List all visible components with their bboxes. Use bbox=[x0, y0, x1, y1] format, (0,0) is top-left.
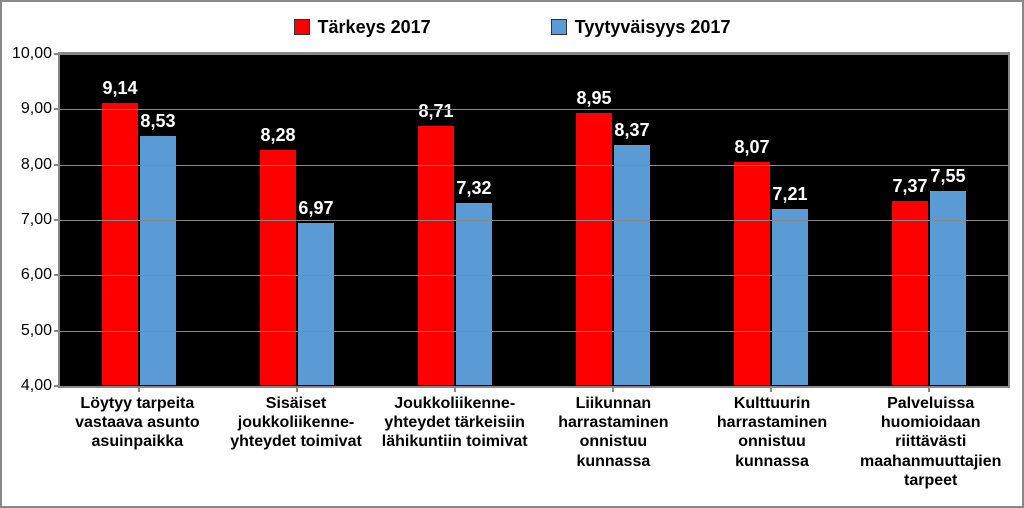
bar-value-label: 8,37 bbox=[614, 120, 649, 141]
category-label: Joukkoliikenne- yhteydet tärkeisiin lähi… bbox=[375, 388, 534, 506]
plot-area: 9,148,538,286,978,717,328,958,378,077,21… bbox=[58, 52, 1010, 388]
legend-item-series-1: Tärkeys 2017 bbox=[294, 17, 431, 38]
bar-value-label: 7,32 bbox=[456, 178, 491, 199]
bar-value-label: 7,55 bbox=[930, 166, 965, 187]
bar-series-2: 8,37 bbox=[613, 144, 651, 386]
bar-series-1: 8,07 bbox=[733, 161, 771, 386]
y-tick-label: 10,00 bbox=[12, 45, 60, 63]
bar-series-2: 7,32 bbox=[455, 202, 493, 386]
y-tick-mark bbox=[54, 330, 60, 332]
y-tick-mark bbox=[54, 219, 60, 221]
gridline bbox=[60, 54, 1008, 55]
y-tick-mark bbox=[54, 53, 60, 55]
y-tick-mark bbox=[54, 164, 60, 166]
category-label: Liikunnan harrastaminen onnistuu kunnass… bbox=[534, 388, 693, 506]
bar-series-1: 8,95 bbox=[575, 112, 613, 386]
bar-value-label: 8,07 bbox=[735, 137, 770, 158]
category-label: Kulttuurin harrastaminen onnistuu kunnas… bbox=[693, 388, 852, 506]
gridline bbox=[60, 220, 1008, 221]
gridline bbox=[60, 109, 1008, 110]
bar-series-1: 9,14 bbox=[101, 102, 139, 386]
gridline bbox=[60, 165, 1008, 166]
legend-swatch-series-1 bbox=[294, 19, 310, 35]
legend-item-series-2: Tyytyväisyys 2017 bbox=[551, 17, 731, 38]
bar-value-label: 6,97 bbox=[298, 198, 333, 219]
legend-label-series-1: Tärkeys 2017 bbox=[318, 17, 431, 38]
bar-series-1: 7,37 bbox=[891, 200, 929, 386]
category-labels: Löytyy tarpeita vastaava asunto asuinpai… bbox=[58, 388, 1010, 506]
y-tick-mark bbox=[54, 274, 60, 276]
legend-label-series-2: Tyytyväisyys 2017 bbox=[575, 17, 731, 38]
bar-series-1: 8,28 bbox=[259, 149, 297, 386]
bar-value-label: 9,14 bbox=[103, 78, 138, 99]
category-label: Palveluissa huomioidaan riittävästi maah… bbox=[851, 388, 1010, 506]
bar-value-label: 8,53 bbox=[140, 111, 175, 132]
gridline bbox=[60, 275, 1008, 276]
bar-chart: Tärkeys 2017 Tyytyväisyys 2017 9,148,538… bbox=[0, 0, 1024, 508]
y-tick-mark bbox=[54, 385, 60, 387]
legend: Tärkeys 2017 Tyytyväisyys 2017 bbox=[2, 8, 1022, 46]
bar-series-2: 7,21 bbox=[771, 208, 809, 386]
bar-series-2: 6,97 bbox=[297, 222, 335, 386]
category-label: Sisäiset joukkoliikenne- yhteydet toimiv… bbox=[217, 388, 376, 506]
bar-value-label: 8,95 bbox=[577, 88, 612, 109]
category-label: Löytyy tarpeita vastaava asunto asuinpai… bbox=[58, 388, 217, 506]
bar-value-label: 8,71 bbox=[419, 101, 454, 122]
gridline bbox=[60, 331, 1008, 332]
bar-value-label: 7,37 bbox=[893, 176, 928, 197]
y-tick-mark bbox=[54, 108, 60, 110]
bar-value-label: 7,21 bbox=[772, 184, 807, 205]
bar-series-2: 8,53 bbox=[139, 135, 177, 386]
legend-swatch-series-2 bbox=[551, 19, 567, 35]
bar-value-label: 8,28 bbox=[261, 125, 296, 146]
